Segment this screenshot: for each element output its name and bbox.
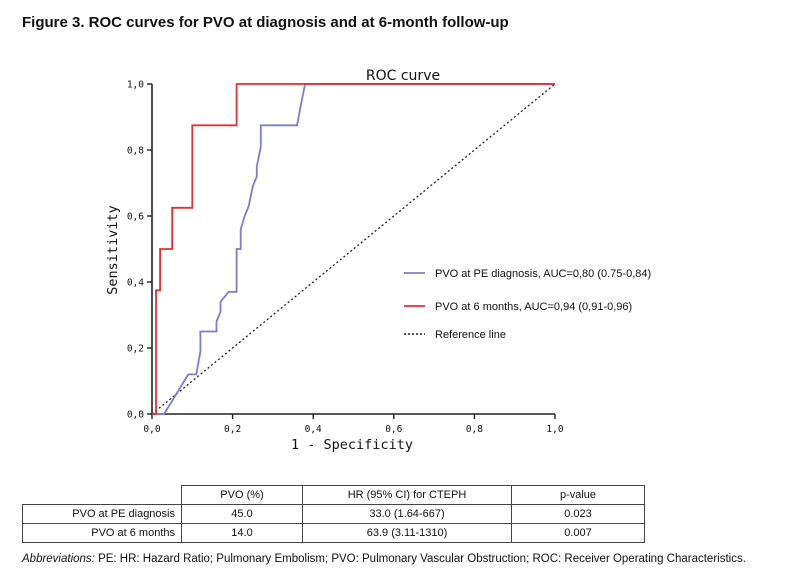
table-cell: 0.007 bbox=[511, 523, 645, 543]
table-header-cell: HR (95% CI) for CTEPH bbox=[302, 485, 512, 505]
legend: PVO at PE diagnosis, AUC=0,80 (0.75-0,84… bbox=[404, 268, 651, 341]
table-header-cell bbox=[22, 485, 182, 505]
table-cell: 45.0 bbox=[181, 504, 303, 524]
y-tick-label: 0,0 bbox=[127, 410, 144, 421]
x-tick-label: 0,6 bbox=[385, 424, 402, 435]
table-header-cell: PVO (%) bbox=[181, 485, 303, 505]
x-tick-label: 0,0 bbox=[143, 424, 160, 435]
axes bbox=[147, 83, 556, 419]
series-line-3 bbox=[151, 83, 556, 415]
results-table: PVO (%) HR (95% CI) for CTEPH p-value PV… bbox=[22, 485, 645, 543]
table-cell: 63.9 (3.11-1310) bbox=[302, 523, 512, 543]
y-tick-label: 0,6 bbox=[127, 212, 144, 223]
table-row: PVO at PE diagnosis 45.0 33.0 (1.64-667)… bbox=[22, 504, 645, 524]
x-tick-label: 1,0 bbox=[546, 424, 563, 435]
table-cell: 14.0 bbox=[181, 523, 303, 543]
table-cell: PVO at PE diagnosis bbox=[22, 504, 182, 524]
series-line-2 bbox=[152, 83, 555, 415]
x-tick-label: 0,2 bbox=[224, 424, 241, 435]
legend-label-1: PVO at PE diagnosis, AUC=0,80 (0.75-0,84… bbox=[435, 268, 651, 280]
tick-labels: 0,0 0,2 0,4 0,6 0,8 1,0 0,0 0,2 0,4 0,6 0,8 1,0 bbox=[127, 80, 564, 436]
table-cell: 0.023 bbox=[511, 504, 645, 524]
y-axis-label: Sensitivity bbox=[105, 205, 121, 294]
y-tick-label: 0,2 bbox=[127, 344, 144, 355]
legend-label-3: Reference line bbox=[435, 329, 506, 341]
table-cell: PVO at 6 months bbox=[22, 523, 182, 543]
table-cell: 33.0 (1.64-667) bbox=[302, 504, 512, 524]
x-axis-label: 1 - Specificity bbox=[291, 437, 413, 453]
roc-chart: ROC curve 0,0 0,2 0,4 0,6 0,8 1,0 0,0 0,2 0,4 0,6… bbox=[105, 68, 651, 453]
chart-title: ROC curve bbox=[366, 68, 440, 84]
table-row: PVO at 6 months 14.0 63.9 (3.11-1310) 0.… bbox=[22, 523, 645, 543]
y-tick-label: 0,8 bbox=[127, 146, 144, 157]
series-lines bbox=[151, 83, 556, 415]
table-header-row: PVO (%) HR (95% CI) for CTEPH p-value bbox=[22, 485, 645, 505]
abbreviations-note: Abbreviations: PE: HR: Hazard Ratio; Pul… bbox=[22, 551, 782, 567]
legend-label-2: PVO at 6 months, AUC=0,94 (0,91-0,96) bbox=[435, 301, 632, 313]
x-tick-label: 0,4 bbox=[305, 424, 322, 435]
abbreviations-label: Abbreviations: bbox=[22, 553, 95, 565]
abbreviations-text: PE: HR: Hazard Ratio; Pulmonary Embolism… bbox=[94, 553, 746, 565]
y-tick-label: 0,4 bbox=[127, 278, 144, 289]
figure-title: Figure 3. ROC curves for PVO at diagnosi… bbox=[22, 14, 509, 31]
series-line-1 bbox=[152, 83, 555, 415]
y-tick-label: 1,0 bbox=[127, 80, 144, 91]
x-tick-label: 0,8 bbox=[466, 424, 483, 435]
table-header-cell: p-value bbox=[511, 485, 645, 505]
